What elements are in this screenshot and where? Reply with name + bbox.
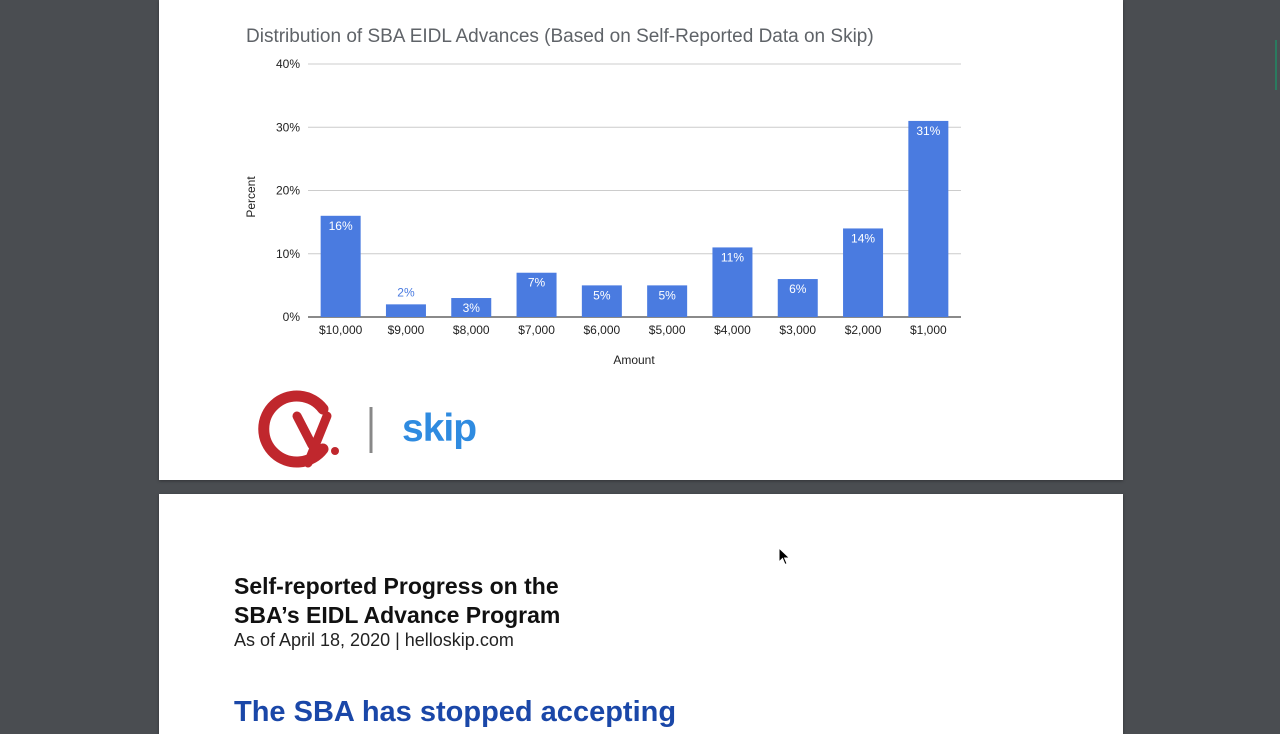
bar <box>647 285 688 317</box>
bar <box>712 247 753 317</box>
skip-logo: skip <box>402 407 477 450</box>
bar-data-label: 31% <box>916 124 940 138</box>
heading-line-1: Self-reported Progress on the <box>234 573 559 599</box>
bar <box>777 279 818 317</box>
bar-data-label: 6% <box>789 282 807 296</box>
x-tick-label: $2,000 <box>845 323 882 337</box>
heading-line-2: SBA’s EIDL Advance Program <box>234 602 561 628</box>
x-axis-ticks: $10,000 $9,000 $8,000 $7,000 $6,000 $5,000 $4,… <box>319 323 947 337</box>
y-tick-label: 40% <box>276 57 300 71</box>
bar <box>451 298 492 317</box>
x-tick-label: $8,000 <box>453 323 490 337</box>
x-tick-label: $5,000 <box>649 323 686 337</box>
x-tick-label: $3,000 <box>779 323 816 337</box>
x-tick-label: $1,000 <box>910 323 947 337</box>
bar <box>581 285 622 317</box>
scrollbar-edge[interactable] <box>1275 40 1277 90</box>
bar-data-label: 7% <box>528 276 546 290</box>
x-tick-label: $4,000 <box>714 323 751 337</box>
y-tick-label: 0% <box>283 310 301 324</box>
x-tick-label: $6,000 <box>583 323 620 337</box>
bar-data-label: 3% <box>463 301 481 315</box>
x-tick-label: $10,000 <box>319 323 363 337</box>
bar-chart: Distribution of SBA EIDL Advances (Based… <box>244 26 961 367</box>
bar-data-label: 11% <box>721 250 744 264</box>
y-tick-label: 20% <box>276 184 300 198</box>
y-axis-title: Percent <box>244 176 258 218</box>
bar-data-label: 14% <box>851 231 875 245</box>
bar <box>516 272 557 317</box>
cy-logo <box>258 390 373 468</box>
x-tick-label: $7,000 <box>518 323 555 337</box>
mouse-cursor-icon <box>778 547 791 566</box>
y-axis-ticks: 0% 10% 20% 30% 40% <box>276 57 300 324</box>
x-axis-title: Amount <box>613 353 655 367</box>
chart-bars: 16% 2% 3% 7% 5% 5% 11% 6% 14% 31% <box>320 120 949 317</box>
section-heading: The SBA has stopped accepting <box>234 696 677 728</box>
y-tick-label: 10% <box>276 247 300 261</box>
bar-data-label: 2% <box>397 285 415 299</box>
bar <box>320 215 361 317</box>
slide-page-progress: Self-reported Progress on the SBA’s EIDL… <box>159 494 1123 734</box>
x-tick-label: $9,000 <box>388 323 425 337</box>
bar-data-label: 5% <box>593 288 611 302</box>
bar <box>385 304 426 317</box>
bar-data-label: 16% <box>329 219 353 233</box>
bar <box>843 228 884 317</box>
bar-data-label: 5% <box>658 288 676 302</box>
slide-page-chart: Distribution of SBA EIDL Advances (Based… <box>159 0 1123 480</box>
chart-title: Distribution of SBA EIDL Advances (Based… <box>246 26 874 47</box>
y-tick-label: 30% <box>276 120 300 134</box>
bar <box>908 120 949 317</box>
date-source-line: As of April 18, 2020 | helloskip.com <box>234 630 514 650</box>
